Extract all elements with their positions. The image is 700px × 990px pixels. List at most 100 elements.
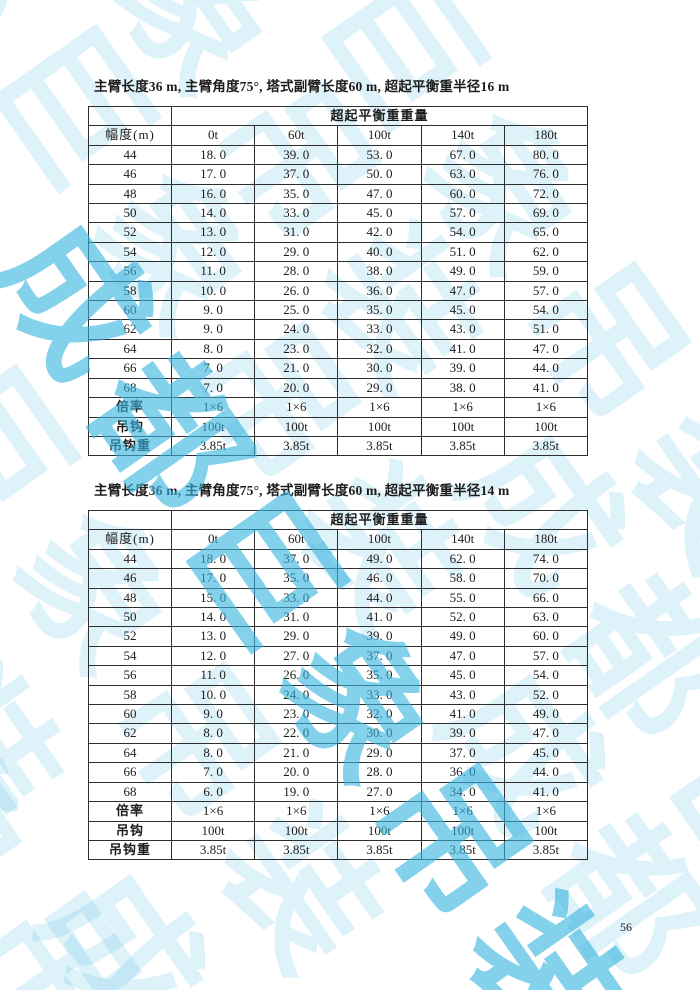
table-cell: 49. 0 xyxy=(420,626,505,647)
table-cell: 62. 0 xyxy=(420,548,505,570)
row-header-cell: 46 xyxy=(88,164,172,185)
table-cell: 49. 0 xyxy=(420,261,505,282)
table-cell: 40. 0 xyxy=(337,241,422,263)
table-cell: 23. 0 xyxy=(254,704,339,725)
table-cell: 70. 0 xyxy=(503,568,589,589)
table-cell: 47. 0 xyxy=(503,723,589,744)
table-row: 66 7. 0 21. 0 30. 0 39. 0 44. 0 xyxy=(88,358,589,379)
table-cell: 47. 0 xyxy=(337,183,422,205)
table-row: 50 14. 0 33. 0 45. 0 57. 0 69. 0 xyxy=(88,203,589,224)
table-cell: 29. 0 xyxy=(254,241,339,263)
table-cell: 3.85t xyxy=(503,839,589,861)
table-cell: 50. 0 xyxy=(337,164,422,185)
table-cell: 100t xyxy=(337,416,422,437)
table-cell: 26. 0 xyxy=(254,665,339,686)
table-cell: 3.85t xyxy=(420,435,505,457)
table-cell: 38. 0 xyxy=(337,261,422,282)
table-cell: 27. 0 xyxy=(337,781,422,803)
load-chart-table-14m: 超起平衡重重量 幅度(m) 0t 60t 100t 140t 180t 44 18. 0 37. … xyxy=(88,509,589,861)
row-header-cell: 48 xyxy=(88,183,172,205)
column-header: 0t xyxy=(170,529,256,550)
table-cell: 53. 0 xyxy=(337,144,422,166)
table-row: 吊钩重 3.85t 3.85t 3.85t 3.85t 3.85t xyxy=(88,435,589,457)
table-cell: 28. 0 xyxy=(254,261,339,282)
table-cell: 100t xyxy=(337,820,422,841)
load-chart-table-16m: 超起平衡重重量 幅度(m) 0t 60t 100t 140t 180t 44 18. 0 39. … xyxy=(88,105,589,457)
table-row: 吊钩 100t 100t 100t 100t 100t xyxy=(88,416,589,437)
table-cell: 60. 0 xyxy=(420,183,505,205)
table-cell: 34. 0 xyxy=(420,781,505,803)
table-cell: 8. 0 xyxy=(170,742,256,764)
table-cell: 32. 0 xyxy=(337,704,422,725)
row-header-cell: 64 xyxy=(88,338,172,360)
table-cell: 37. 0 xyxy=(420,742,505,764)
table-row: 66 7. 0 20. 0 28. 0 36. 0 44. 0 xyxy=(88,762,589,783)
table-cell: 39. 0 xyxy=(254,144,339,166)
table-row: 64 8. 0 23. 0 32. 0 41. 0 47. 0 xyxy=(88,338,589,360)
table-cell: 38. 0 xyxy=(420,377,505,399)
table-row: 60 9. 0 23. 0 32. 0 41. 0 49. 0 xyxy=(88,704,589,725)
table-row: 吊钩重 3.85t 3.85t 3.85t 3.85t 3.85t xyxy=(88,839,589,861)
table-cell: 7. 0 xyxy=(170,762,256,783)
table-cell: 6. 0 xyxy=(170,781,256,803)
table-cell: 72. 0 xyxy=(503,183,589,205)
row-header-cell: 吊钩 xyxy=(88,820,172,841)
table-cell: 25. 0 xyxy=(254,300,339,321)
table-cell: 62. 0 xyxy=(503,241,589,263)
table-row: 52 13. 0 29. 0 39. 0 49. 0 60. 0 xyxy=(88,626,589,647)
row-header-cell: 54 xyxy=(88,241,172,263)
table-cell: 9. 0 xyxy=(170,319,256,340)
table-cell: 35. 0 xyxy=(337,300,422,321)
table-row: 倍率 1×6 1×6 1×6 1×6 1×6 xyxy=(88,397,589,418)
row-header-cell: 50 xyxy=(88,607,172,628)
table-cell: 39. 0 xyxy=(420,358,505,379)
table-cell: 29. 0 xyxy=(337,377,422,399)
row-header-cell: 46 xyxy=(88,568,172,589)
table-cell: 44. 0 xyxy=(503,358,589,379)
table-cell: 54. 0 xyxy=(503,665,589,686)
table-cell: 49. 0 xyxy=(337,548,422,570)
column-header: 幅度(m) xyxy=(88,125,172,146)
row-header-cell: 48 xyxy=(88,587,172,609)
table-cell: 12. 0 xyxy=(170,645,256,667)
table-title: 主臂长度36 m, 主臂角度75°, 塔式副臂长度60 m, 超起平衡重半径14… xyxy=(94,483,510,498)
table-row: 60 9. 0 25. 0 35. 0 45. 0 54. 0 xyxy=(88,300,589,321)
table-cell: 3.85t xyxy=(503,435,589,457)
table-cell: 65. 0 xyxy=(503,222,589,243)
row-header-cell: 倍率 xyxy=(88,801,172,822)
table-cell: 52. 0 xyxy=(503,684,589,706)
table-cell: 1×6 xyxy=(337,801,422,822)
row-header-cell: 50 xyxy=(88,203,172,224)
table-cell: 41. 0 xyxy=(420,704,505,725)
table-cell: 47. 0 xyxy=(503,338,589,360)
table-cell: 3.85t xyxy=(170,435,256,457)
table-cell: 3.85t xyxy=(337,435,422,457)
table-cell: 47. 0 xyxy=(420,645,505,667)
table-row: 46 17. 0 37. 0 50. 0 63. 0 76. 0 xyxy=(88,164,589,185)
table-cell: 1×6 xyxy=(420,801,505,822)
table-cell: 3.85t xyxy=(420,839,505,861)
row-header-cell: 58 xyxy=(88,684,172,706)
table-cell: 52. 0 xyxy=(420,607,505,628)
column-header: 60t xyxy=(254,529,339,550)
table-cell: 76. 0 xyxy=(503,164,589,185)
table-row: 44 18. 0 39. 0 53. 0 67. 0 80. 0 xyxy=(88,144,589,166)
table-cell: 22. 0 xyxy=(254,723,339,744)
table-cell: 67. 0 xyxy=(420,144,505,166)
table-row: 56 11. 0 26. 0 35. 0 45. 0 54. 0 xyxy=(88,665,589,686)
table-row: 68 7. 0 20. 0 29. 0 38. 0 41. 0 xyxy=(88,377,589,399)
table-row: 58 10. 0 26. 0 36. 0 47. 0 57. 0 xyxy=(88,280,589,302)
table-cell: 100t xyxy=(170,820,256,841)
row-header-cell: 倍率 xyxy=(88,397,172,418)
table-cell: 12. 0 xyxy=(170,241,256,263)
table-cell: 57. 0 xyxy=(503,280,589,302)
table-cell: 37. 0 xyxy=(254,164,339,185)
span-header-cell: 超起平衡重重量 xyxy=(171,105,588,127)
table-cell: 35. 0 xyxy=(337,665,422,686)
table-cell: 32. 0 xyxy=(337,338,422,360)
table-cell: 17. 0 xyxy=(170,164,256,185)
table-cell: 23. 0 xyxy=(254,338,339,360)
table-cell: 36. 0 xyxy=(337,280,422,302)
row-header-cell: 66 xyxy=(88,762,172,783)
